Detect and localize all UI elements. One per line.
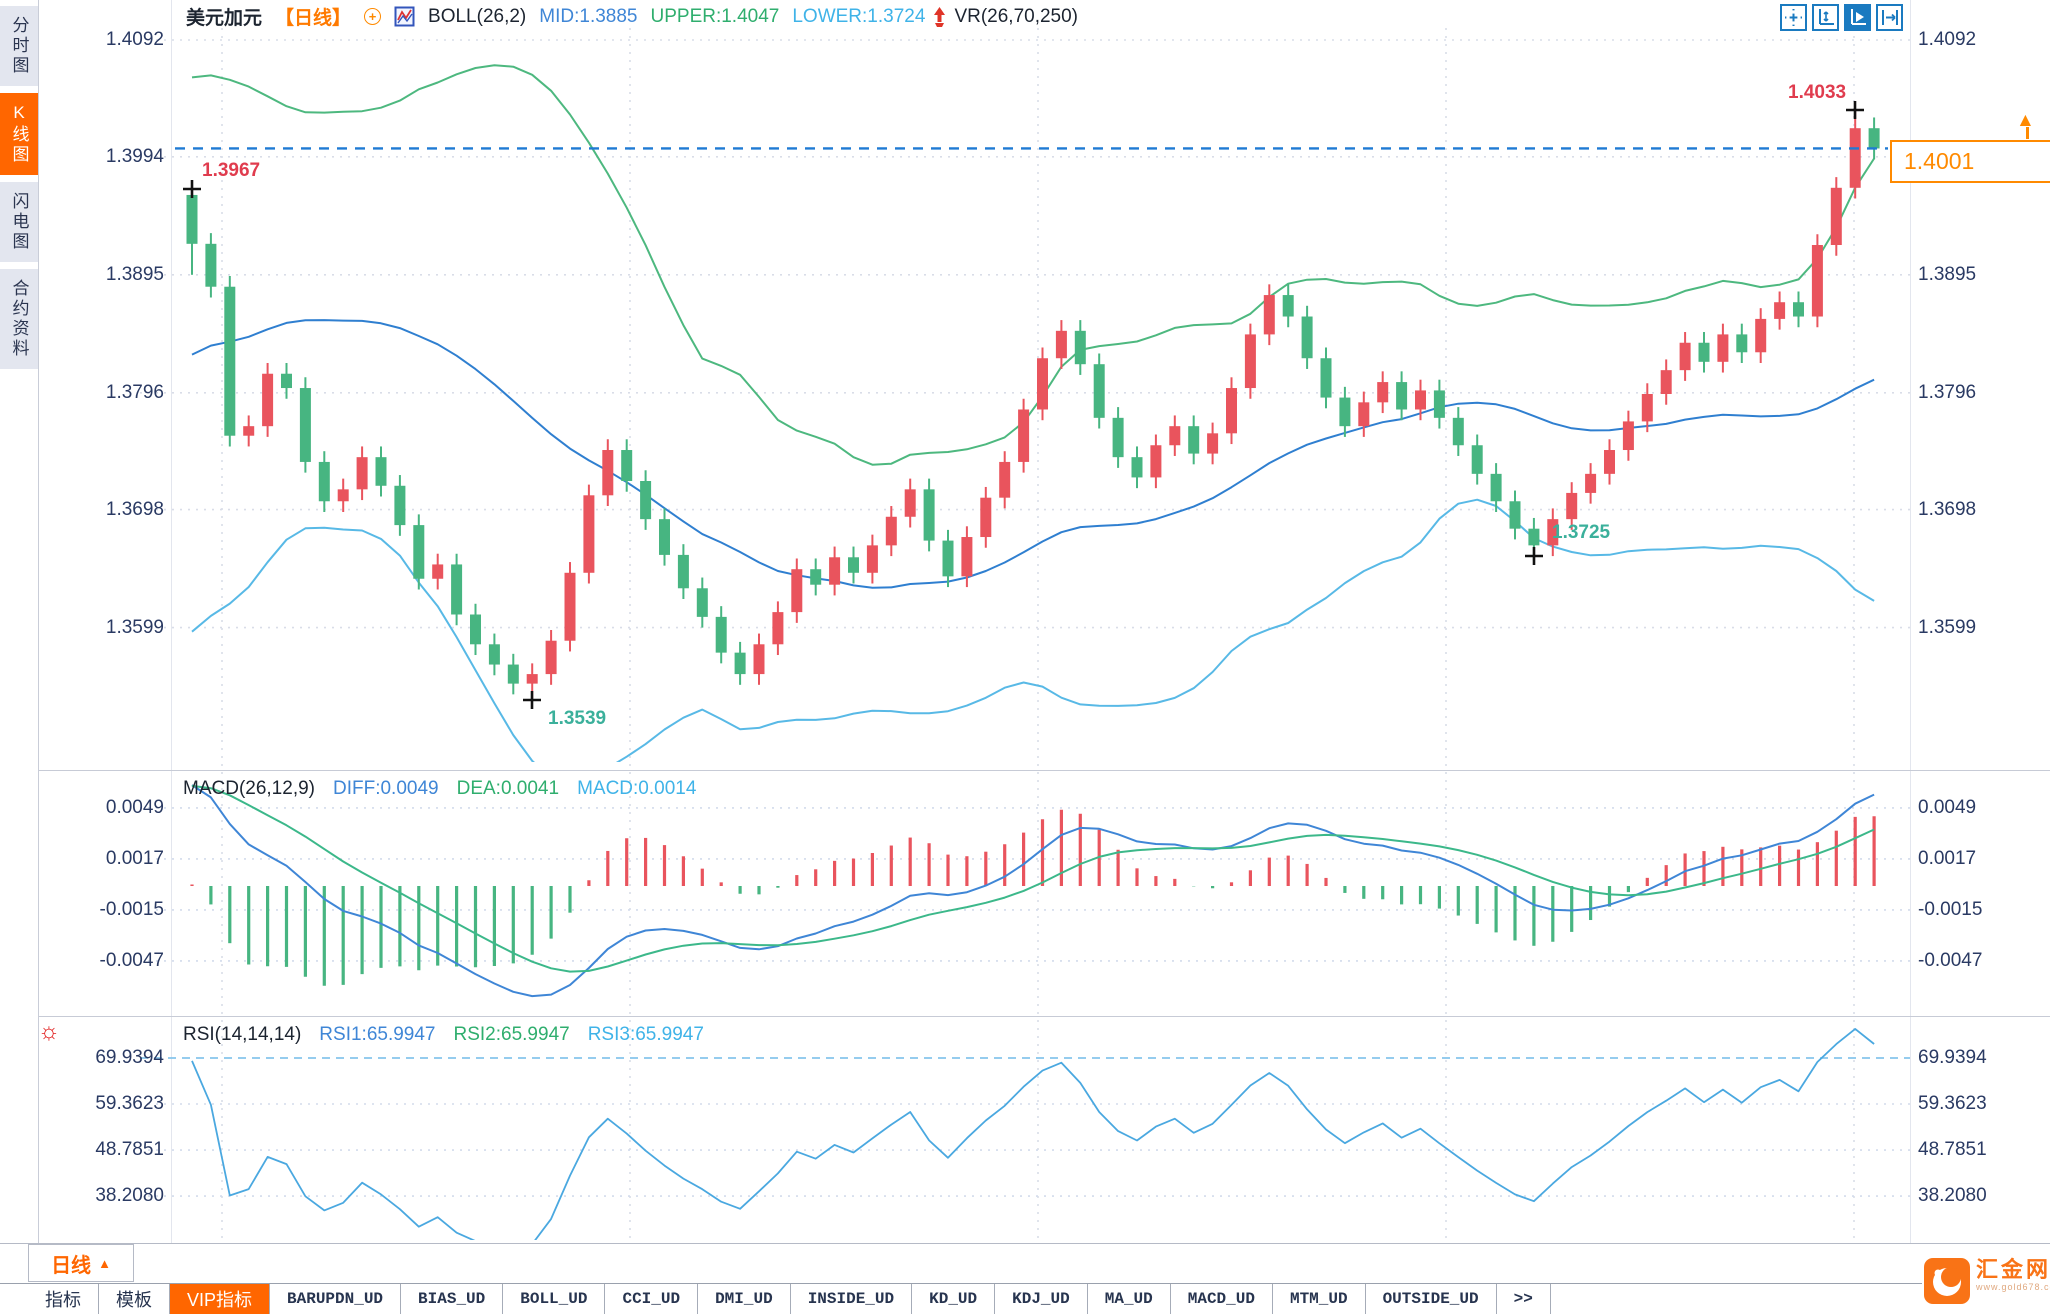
sidebar-tab-3[interactable]: 合约资料 (0, 269, 38, 369)
price-annotation-1.3539: 1.3539 (548, 708, 607, 729)
indicator-tab-DMI_UD[interactable]: DMI_UD (698, 1284, 791, 1314)
indicator-tab-BARUPDN_UD[interactable]: BARUPDN_UD (270, 1284, 402, 1314)
red-up-arrow-icon (934, 6, 946, 27)
sidebar-tab-0[interactable]: 分时图 (0, 6, 38, 86)
macd-axis-label-left-3: -0.0047 (99, 949, 164, 971)
site-logo: 汇金网 www.gold678.com (1922, 1256, 2050, 1306)
indicator-tab-模板[interactable]: 模板 (99, 1284, 170, 1314)
logo-text: 汇金网 (1976, 1257, 2050, 1282)
indicator-tab-指标[interactable]: 指标 (28, 1284, 99, 1314)
axis-scale-icon[interactable] (1812, 4, 1839, 31)
rsi-axis-label-left-1: 59.3623 (95, 1093, 164, 1114)
price-annotation-1.3967: 1.3967 (202, 160, 261, 181)
rsi-header: RSI(14,14,14) RSI1:65.9947 RSI2:65.9947 … (183, 1024, 704, 1046)
boll-mid-value: MID:1.3885 (539, 5, 638, 27)
price-axis-label-left-1: 1.3994 (105, 145, 164, 167)
logo-url: www.gold678.com (1976, 1282, 2050, 1292)
indicator-tab-OUTSIDE_UD[interactable]: OUTSIDE_UD (1366, 1284, 1497, 1314)
sidebar: 分时图 K线图闪电图合约资料 (0, 0, 39, 1243)
sidebar-tab-1[interactable]: K线图 (0, 93, 38, 175)
price-pin-arrow-icon: ▲ (2016, 110, 2035, 131)
price-axis-label-left-2: 1.3895 (105, 263, 164, 285)
add-indicator-icon[interactable]: + (364, 8, 382, 25)
boll-upper-value: UPPER:1.4047 (650, 5, 780, 27)
symbol-title: 美元加元 (186, 8, 263, 29)
rsi-axis-label-right-0: 69.9394 (1918, 1047, 1987, 1068)
macd-header: MACD(26,12,9) DIFF:0.0049 DEA:0.0041 MAC… (183, 778, 696, 800)
price-axis-label-left-3: 1.3796 (105, 381, 164, 403)
logo-crescent-icon (1924, 1258, 1970, 1304)
indicator-tab-bar: 指标 模板 VIP指标 BARUPDN_UD BIAS_UD BOLL_UD CCI_UD D… (0, 1283, 2050, 1314)
auto-scroll-icon[interactable] (1844, 4, 1871, 31)
indicator-tab-INSIDE_UD[interactable]: INSIDE_UD (791, 1284, 913, 1314)
mini-chart-icon (394, 6, 415, 27)
goto-latest-icon[interactable] (1876, 4, 1903, 31)
sidebar-tab-2[interactable]: 闪电图 (0, 182, 38, 262)
price-axis-label-right-0: 1.4092 (1918, 29, 1977, 50)
macd-axis-label-left-2: -0.0015 (99, 898, 164, 920)
rsi1-value: RSI1:65.9947 (319, 1024, 436, 1045)
indicator-tab-MACD_UD[interactable]: MACD_UD (1171, 1284, 1273, 1314)
rsi-axis-label-left-3: 38.2080 (95, 1185, 164, 1207)
rsi-label: RSI(14,14,14) (183, 1024, 302, 1045)
macd-diff-value: DIFF:0.0049 (333, 778, 439, 799)
price-axis-label-left-4: 1.3698 (105, 498, 164, 520)
macd-label: MACD(26,12,9) (183, 778, 315, 799)
rsi-axis-label-left-0: 69.9394 (95, 1047, 164, 1068)
indicator-tab->>[interactable]: >> (1497, 1284, 1551, 1314)
price-annotation-1.3725: 1.3725 (1552, 522, 1611, 543)
macd-macd-value: MACD:0.0014 (577, 778, 697, 799)
price-axis-label-right-5: 1.3599 (1918, 616, 1977, 638)
boll-lower-value: LOWER:1.3724 (792, 5, 926, 27)
x-axis-strip (0, 1243, 2050, 1283)
crosshair-pan-icon[interactable] (1780, 4, 1807, 31)
price-annotation-1.4033: 1.4033 (1788, 82, 1847, 103)
macd-axis-label-right-1: 0.0017 (1918, 847, 1977, 869)
boll-label: BOLL(26,2) (428, 5, 527, 27)
macd-axis-label-right-0: 0.0049 (1918, 796, 1977, 818)
indicator-tab-KDJ_UD[interactable]: KDJ_UD (995, 1284, 1088, 1314)
period-selector-button[interactable]: 日线 ▲ (28, 1244, 134, 1282)
period-tag: 【日线】 (275, 8, 352, 29)
period-selector-label: 日线 (51, 1254, 92, 1277)
current-price-tag: 1.4001 (1890, 140, 2050, 183)
indicator-tab-BOLL_UD[interactable]: BOLL_UD (503, 1284, 606, 1314)
vr-label: VR(26,70,250) (954, 5, 1079, 27)
price-axis-label-right-2: 1.3895 (1918, 263, 1977, 285)
indicator-tab-MTM_UD[interactable]: MTM_UD (1273, 1284, 1366, 1314)
rsi-axis-label-left-2: 48.7851 (95, 1139, 164, 1161)
price-axis-label-left-0: 1.4092 (105, 29, 164, 50)
price-axis-label-left-5: 1.3599 (105, 616, 164, 638)
rsi-settings-sun-icon[interactable]: ☼ (38, 1018, 60, 1045)
macd-axis-label-left-0: 0.0049 (105, 796, 164, 818)
indicator-tab-BIAS_UD[interactable]: BIAS_UD (401, 1284, 504, 1314)
chevron-up-icon: ▲ (98, 1255, 111, 1271)
price-axis-label-right-3: 1.3796 (1918, 381, 1977, 403)
rsi-axis-label-right-2: 48.7851 (1918, 1139, 1987, 1161)
rsi3-value: RSI3:65.9947 (587, 1024, 704, 1045)
macd-dea-value: DEA:0.0041 (456, 778, 560, 799)
rsi-axis-label-right-3: 38.2080 (1918, 1185, 1987, 1207)
rsi2-value: RSI2:65.9947 (453, 1024, 570, 1045)
price-axis-label-right-4: 1.3698 (1918, 498, 1977, 520)
indicator-tab-CCI_UD[interactable]: CCI_UD (605, 1284, 699, 1314)
indicator-tab-MA_UD[interactable]: MA_UD (1088, 1284, 1171, 1314)
macd-axis-label-right-2: -0.0015 (1918, 898, 1983, 920)
price-pin-stem (2026, 127, 2029, 139)
indicator-tab-VIP指标[interactable]: VIP指标 (170, 1284, 271, 1314)
rsi-axis-label-right-1: 59.3623 (1918, 1093, 1987, 1114)
macd-axis-label-left-1: 0.0017 (105, 847, 164, 869)
indicator-tab-KD_UD[interactable]: KD_UD (912, 1284, 996, 1314)
chart-toolbar (1780, 4, 1903, 31)
main-chart-header: 美元加元 【日线】 + BOLL(26,2) MID:1.3885 UPPER:… (186, 3, 1078, 30)
macd-axis-label-right-3: -0.0047 (1918, 949, 1983, 971)
